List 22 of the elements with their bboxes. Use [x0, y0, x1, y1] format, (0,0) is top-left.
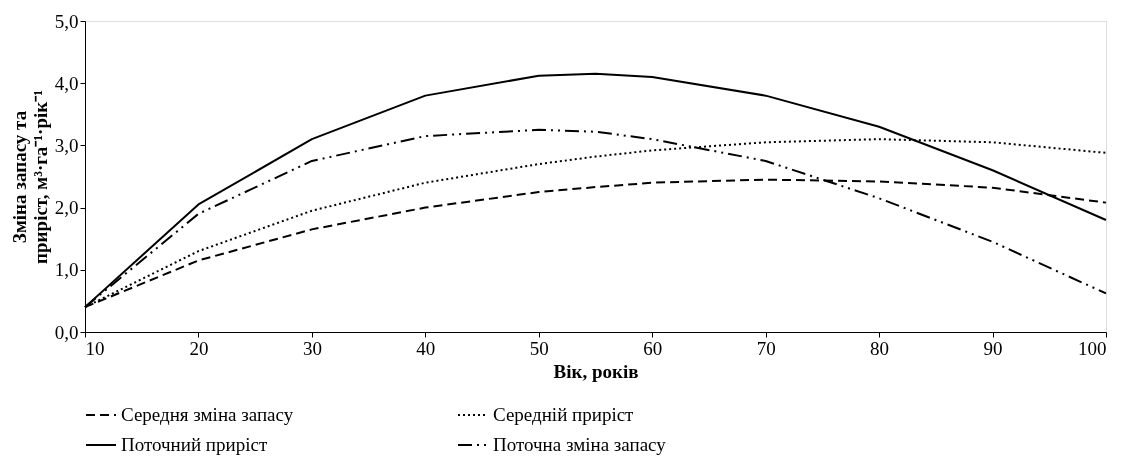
y-tick-label: 3,0	[54, 134, 79, 156]
y-tick-label: 2,0	[54, 197, 79, 219]
y-axis-title: Зміна запасу та приріст, м³·га⁻¹·рік⁻¹	[8, 90, 51, 264]
x-tick-label: 10	[85, 337, 105, 359]
y-tick-label: 0,0	[54, 321, 79, 343]
x-tick-label: 20	[189, 337, 209, 359]
legend-label: Поточний приріст	[121, 434, 268, 455]
legend-label: Поточна зміна запасу	[493, 434, 667, 455]
x-tick-label: 80	[870, 337, 890, 359]
x-tick-label: 30	[302, 337, 322, 359]
x-tick-label: 60	[643, 337, 663, 359]
x-tick-label: 40	[416, 337, 436, 359]
x-axis-title: Вік, років	[553, 360, 639, 382]
x-tick-label: 90	[983, 337, 1003, 359]
x-tick-label: 70	[756, 337, 776, 359]
legend-label: Середня зміна запасу	[121, 404, 294, 425]
y-tick-label: 5,0	[54, 10, 79, 32]
legend-label: Середній приріст	[493, 404, 635, 425]
y-tick-label: 1,0	[54, 259, 79, 281]
x-tick-label: 50	[529, 337, 549, 359]
y-tick-label: 4,0	[54, 72, 79, 94]
x-tick-label: 100	[1078, 337, 1107, 359]
